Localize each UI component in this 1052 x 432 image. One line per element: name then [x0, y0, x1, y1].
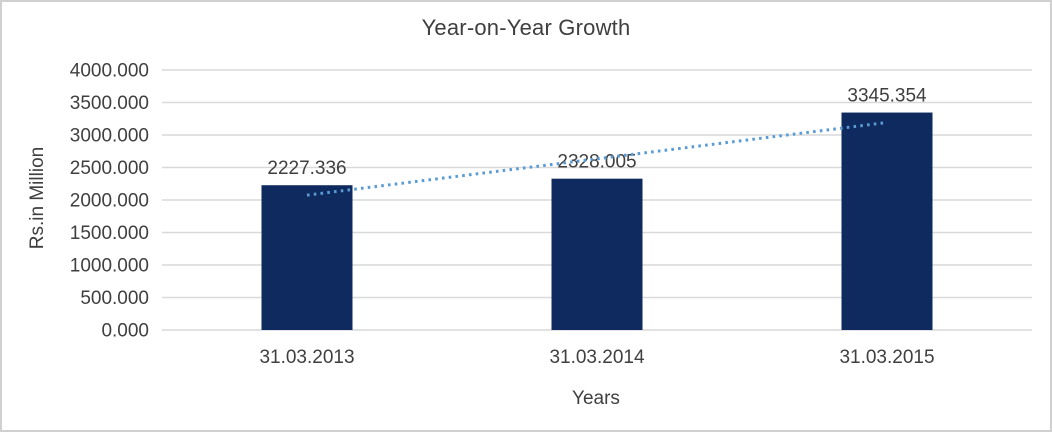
chart-title: Year-on-Year Growth [421, 15, 631, 40]
x-category-label: 31.03.2013 [259, 347, 354, 368]
y-tick-label: 2000.000 [70, 191, 149, 212]
y-tick-label: 2500.000 [70, 158, 149, 179]
bar-data-label: 3345.354 [847, 86, 927, 107]
y-tick-label: 4000.000 [70, 61, 149, 82]
y-tick-label: 1000.000 [70, 256, 149, 277]
y-tick-label: 1500.000 [70, 223, 149, 244]
bar-data-label: 2328.005 [557, 152, 636, 173]
x-category-label: 31.03.2015 [839, 347, 934, 368]
x-axis-title: Years [572, 388, 620, 409]
trendline [306, 120, 888, 197]
y-tick-label: 500.000 [80, 288, 149, 309]
bar-data-label: 2227.336 [267, 158, 346, 179]
y-tick-label: 3500.000 [70, 93, 149, 114]
bar [551, 178, 643, 330]
bar [261, 185, 353, 330]
x-category-label: 31.03.2014 [549, 347, 645, 368]
bar [841, 112, 933, 330]
y-tick-label: 0.000 [101, 321, 149, 342]
y-tick-label: 3000.000 [70, 126, 149, 147]
